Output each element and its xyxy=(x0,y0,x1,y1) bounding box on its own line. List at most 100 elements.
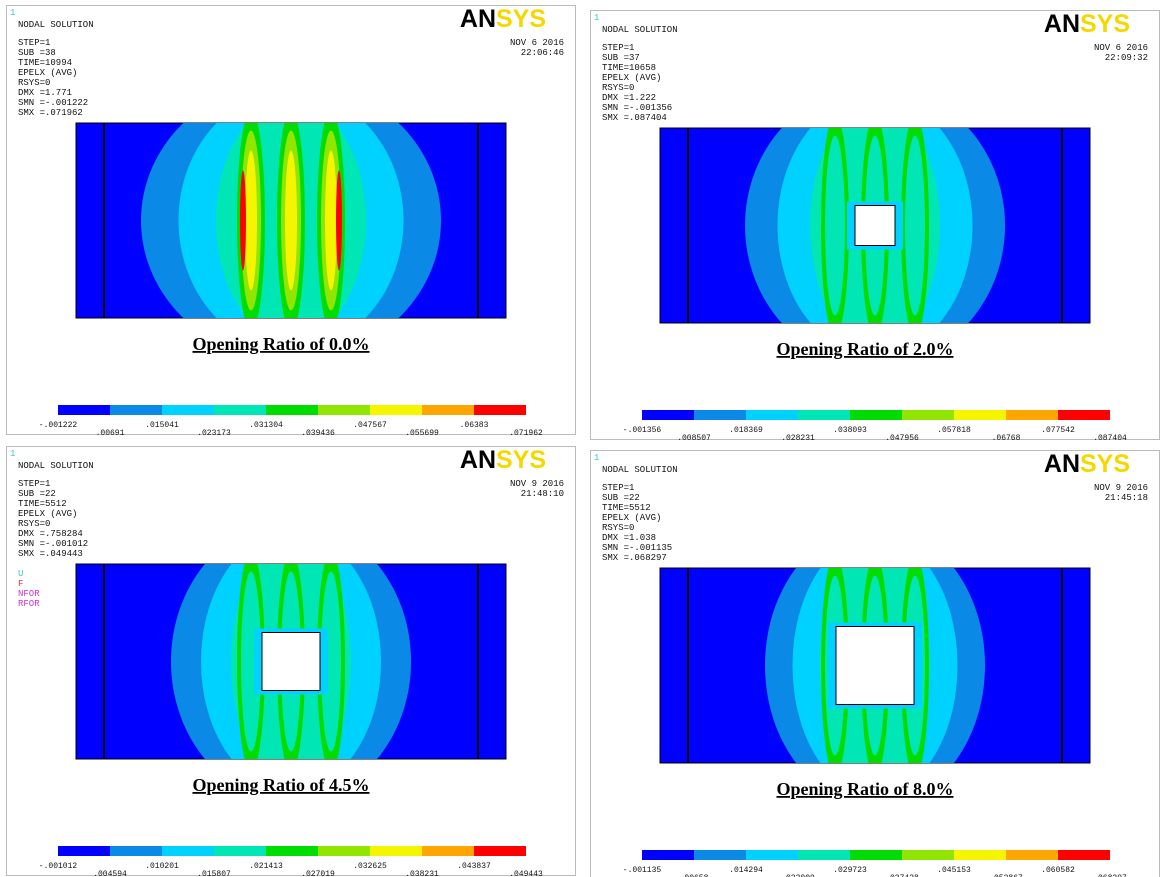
legend-swatch xyxy=(954,410,1006,420)
info-line: SMX =.049443 xyxy=(18,549,83,559)
time: 21:45:18 xyxy=(1105,493,1148,503)
legend-swatch xyxy=(266,846,318,856)
info-line: SMN =-.001012 xyxy=(18,539,88,549)
legend-label: .018369 xyxy=(729,426,763,435)
legend-swatch xyxy=(162,846,214,856)
heading: NODAL SOLUTION xyxy=(18,461,94,471)
legend-label: .060582 xyxy=(1041,866,1075,875)
legend-swatch xyxy=(370,846,422,856)
legend-label: .031304 xyxy=(249,421,283,430)
legend-label: -.001356 xyxy=(623,426,662,435)
legend-key: U xyxy=(18,569,23,579)
contour-plot xyxy=(76,81,506,361)
contour xyxy=(245,151,257,291)
legend-swatch xyxy=(1006,410,1058,420)
legend-label: .087404 xyxy=(1093,434,1127,440)
legend-label: .047567 xyxy=(353,421,387,430)
legend-label: .021413 xyxy=(249,862,283,871)
contour xyxy=(905,136,925,316)
legend-label: -.001012 xyxy=(39,862,78,871)
legend-swatch xyxy=(798,410,850,420)
legend-label: .027019 xyxy=(301,870,335,876)
info-line: TIME=5512 xyxy=(602,503,651,513)
legend-label: .008507 xyxy=(677,434,711,440)
date: NOV 6 2016 xyxy=(1094,43,1148,53)
heading: NODAL SOLUTION xyxy=(602,25,678,35)
info-line: STEP=1 xyxy=(602,483,634,493)
marker: 1 xyxy=(10,8,15,18)
marker: 1 xyxy=(594,13,599,23)
info-line: SMN =-.001356 xyxy=(602,103,672,113)
contour xyxy=(285,151,297,291)
legend-key: F xyxy=(18,579,23,589)
date: NOV 9 2016 xyxy=(510,479,564,489)
legend-label: .043837 xyxy=(457,862,491,871)
logo-b: SYS xyxy=(1080,450,1130,478)
caption: Opening Ratio of 4.5% xyxy=(192,775,369,795)
legend-label: .029723 xyxy=(833,866,867,875)
legend-label: -.001222 xyxy=(39,421,78,430)
legend-swatch xyxy=(422,405,474,415)
info-line: RSYS=0 xyxy=(18,519,50,529)
legend-swatch xyxy=(318,405,370,415)
heading: NODAL SOLUTION xyxy=(18,20,94,30)
legend-label: .023173 xyxy=(197,429,231,435)
legend-label: .055699 xyxy=(405,429,439,435)
info-line: STEP=1 xyxy=(602,43,634,53)
legend-swatch xyxy=(474,846,526,856)
time: 22:09:32 xyxy=(1105,53,1148,63)
legend-swatch xyxy=(642,850,694,860)
legend-label: .015807 xyxy=(197,870,231,876)
logo-b: SYS xyxy=(1080,10,1130,38)
info-line: SMX =.071962 xyxy=(18,108,83,118)
legend-swatch xyxy=(266,405,318,415)
contour xyxy=(325,151,337,291)
info-line: STEP=1 xyxy=(18,38,50,48)
legend-swatch xyxy=(318,846,370,856)
info-line: SMX =.087404 xyxy=(602,113,667,123)
legend-swatch xyxy=(694,410,746,420)
legend-swatch xyxy=(746,410,798,420)
legend-label: .038231 xyxy=(405,870,439,876)
info-line: STEP=1 xyxy=(18,479,50,489)
info-line: SUB =22 xyxy=(18,489,56,499)
info-line: EPELX (AVG) xyxy=(602,73,661,83)
legend-swatch xyxy=(746,850,798,860)
info-line: RSYS=0 xyxy=(602,83,634,93)
legend-swatch xyxy=(1058,410,1110,420)
legend-label: .071962 xyxy=(509,429,543,435)
caption: Opening Ratio of 0.0% xyxy=(192,334,369,354)
contour xyxy=(240,171,246,271)
legend-swatch xyxy=(694,850,746,860)
legend-swatch xyxy=(422,846,474,856)
info-line: SUB =38 xyxy=(18,48,56,58)
info-line: RSYS=0 xyxy=(18,78,50,88)
time: 21:48:10 xyxy=(521,489,564,499)
caption: Opening Ratio of 8.0% xyxy=(776,779,953,799)
info-line: TIME=5512 xyxy=(18,499,67,509)
legend-label: .015041 xyxy=(145,421,179,430)
legend-swatch xyxy=(798,850,850,860)
legend-label: .039436 xyxy=(301,429,335,435)
legend-swatch xyxy=(110,405,162,415)
legend-swatch xyxy=(850,850,902,860)
legend-label: .014294 xyxy=(729,866,763,875)
legend-label: -.001135 xyxy=(623,866,662,875)
figure: 1NODAL SOLUTIONSTEP=1SUB =38TIME=10994EP… xyxy=(0,0,1160,877)
info-line: SMX =.068297 xyxy=(602,553,667,563)
caption: Opening Ratio of 2.0% xyxy=(776,339,953,359)
legend-label: .06768 xyxy=(992,434,1021,440)
info-line: SMN =-.001135 xyxy=(602,543,672,553)
opening xyxy=(262,633,320,691)
legend-swatch xyxy=(58,846,110,856)
legend-swatch xyxy=(162,405,214,415)
legend-swatch xyxy=(214,846,266,856)
legend-label: .049443 xyxy=(509,870,543,876)
legend-key: NFOR xyxy=(18,589,40,599)
info-line: RSYS=0 xyxy=(602,523,634,533)
info-line: EPELX (AVG) xyxy=(18,509,77,519)
info-line: TIME=10658 xyxy=(602,63,656,73)
